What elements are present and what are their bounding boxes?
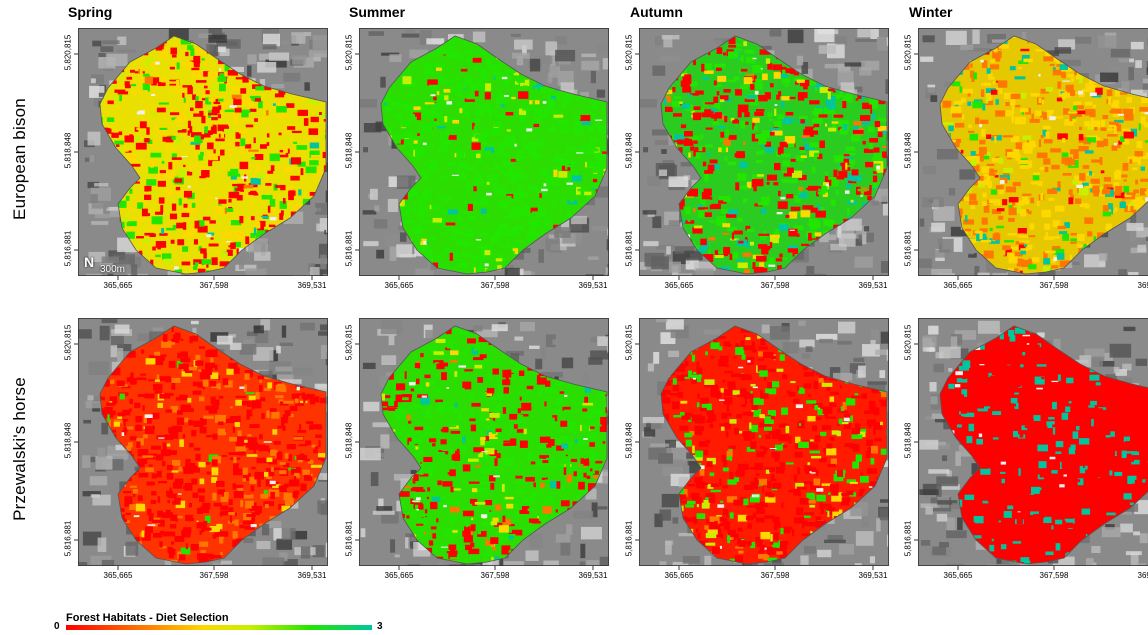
map-image bbox=[914, 318, 1148, 570]
row-label-text: Przewalski's horse bbox=[10, 377, 29, 521]
y-tick-label: 5,820,815 bbox=[63, 324, 73, 361]
legend-color-bar bbox=[66, 625, 372, 630]
y-tick-label: 5,818,848 bbox=[63, 422, 73, 459]
map-frame bbox=[78, 318, 328, 566]
x-tick-label: 369,531 bbox=[297, 281, 327, 290]
season-title-winter: Winter bbox=[909, 4, 953, 20]
y-tick-label: 5,816,881 bbox=[344, 520, 354, 557]
map-frame bbox=[918, 318, 1148, 566]
y-tick-label: 5,820,815 bbox=[63, 34, 73, 71]
map-image bbox=[74, 318, 328, 570]
x-tick-label: 367,598 bbox=[1039, 281, 1069, 290]
y-tick-label: 5,820,815 bbox=[624, 324, 634, 361]
x-tick-label: 365,665 bbox=[943, 571, 973, 580]
x-tick-label: 367,598 bbox=[199, 281, 229, 290]
x-tick-label: 369,531 bbox=[578, 571, 608, 580]
x-tick-label: 365,665 bbox=[943, 281, 973, 290]
map-image bbox=[74, 28, 328, 280]
x-tick-label: 369,531 bbox=[858, 281, 888, 290]
x-tick-label: 365,665 bbox=[384, 281, 414, 290]
y-tick-label: 5,820,815 bbox=[344, 34, 354, 71]
x-tick-label: 367,598 bbox=[760, 281, 790, 290]
x-tick-label: 365,665 bbox=[664, 571, 694, 580]
map-frame bbox=[639, 318, 889, 566]
season-title-spring: Spring bbox=[68, 4, 113, 20]
map-panel-bison-winter: 5,820,815 5,818,848 5,816,881 365,665 367,59… bbox=[904, 28, 1148, 290]
map-frame bbox=[918, 28, 1148, 276]
y-tick-label: 5,816,881 bbox=[344, 230, 354, 267]
map-frame bbox=[359, 318, 609, 566]
y-tick-label: 5,816,881 bbox=[624, 520, 634, 557]
season-title-summer: Summer bbox=[349, 4, 406, 20]
y-tick-label: 5,820,815 bbox=[624, 34, 634, 71]
y-tick-label: 5,818,848 bbox=[903, 422, 913, 459]
x-tick-label: 367,598 bbox=[199, 571, 229, 580]
row-label-text: European bison bbox=[10, 98, 29, 220]
row-label-przewalskis-horse: Przewalski's horse bbox=[0, 318, 40, 580]
map-image bbox=[635, 28, 889, 280]
map-panel-horse-winter: 5,820,815 5,818,848 5,816,881 365,665 367,59… bbox=[904, 318, 1148, 580]
map-frame bbox=[359, 28, 609, 276]
x-tick-label: 369,531 bbox=[578, 281, 608, 290]
y-tick-label: 5,820,815 bbox=[903, 34, 913, 71]
y-tick-label: 5,818,848 bbox=[624, 422, 634, 459]
y-tick-label: 5,818,848 bbox=[903, 132, 913, 169]
x-tick-label: 367,598 bbox=[760, 571, 790, 580]
north-arrow-icon: N bbox=[84, 254, 95, 270]
map-panel-horse-spring: 5,820,815 5,818,848 5,816,881 365,665 367,59… bbox=[64, 318, 336, 580]
y-tick-label: 5,820,815 bbox=[344, 324, 354, 361]
y-tick-label: 5,818,848 bbox=[344, 422, 354, 459]
map-panel-bison-summer: 5,820,815 5,818,848 5,816,881 365,665 367,59… bbox=[345, 28, 617, 290]
legend-min: 0 bbox=[54, 621, 60, 632]
x-tick-label: 369,531 bbox=[1137, 281, 1148, 290]
y-tick-label: 5,818,848 bbox=[63, 132, 73, 169]
legend-max: 3 bbox=[377, 621, 383, 632]
map-frame bbox=[639, 28, 889, 276]
x-tick-label: 369,531 bbox=[858, 571, 888, 580]
y-tick-label: 5,818,848 bbox=[344, 132, 354, 169]
y-tick-label: 5,820,815 bbox=[903, 324, 913, 361]
map-panel-bison-spring: 5,820,815 5,818,848 5,816,881 365,665 367,59… bbox=[64, 28, 336, 290]
y-tick-label: 5,816,881 bbox=[903, 230, 913, 267]
map-panel-horse-autumn: 5,820,815 5,818,848 5,816,881 365,665 367,59… bbox=[625, 318, 897, 580]
map-frame bbox=[78, 28, 328, 276]
map-panel-bison-autumn: 5,820,815 5,818,848 5,816,881 365,665 367,59… bbox=[625, 28, 897, 290]
x-tick-label: 369,531 bbox=[1137, 571, 1148, 580]
x-tick-label: 365,665 bbox=[384, 571, 414, 580]
x-tick-label: 365,665 bbox=[664, 281, 694, 290]
map-image bbox=[635, 318, 889, 570]
map-image bbox=[355, 318, 609, 570]
map-image bbox=[914, 28, 1148, 280]
legend-title: Forest Habitats - Diet Selection bbox=[66, 612, 229, 624]
x-tick-label: 367,598 bbox=[480, 281, 510, 290]
x-tick-label: 365,665 bbox=[103, 281, 133, 290]
y-tick-label: 5,816,881 bbox=[903, 520, 913, 557]
x-tick-label: 367,598 bbox=[480, 571, 510, 580]
season-title-autumn: Autumn bbox=[630, 4, 683, 20]
map-panel-horse-summer: 5,820,815 5,818,848 5,816,881 365,665 367,59… bbox=[345, 318, 617, 580]
x-tick-label: 367,598 bbox=[1039, 571, 1069, 580]
row-label-european-bison: European bison bbox=[0, 28, 40, 290]
y-tick-label: 5,816,881 bbox=[624, 230, 634, 267]
scale-bar-label: 300m bbox=[100, 264, 126, 275]
y-tick-label: 5,816,881 bbox=[63, 520, 73, 557]
map-image bbox=[355, 28, 609, 280]
y-tick-label: 5,816,881 bbox=[63, 230, 73, 267]
x-tick-label: 365,665 bbox=[103, 571, 133, 580]
y-tick-label: 5,818,848 bbox=[624, 132, 634, 169]
x-tick-label: 369,531 bbox=[297, 571, 327, 580]
